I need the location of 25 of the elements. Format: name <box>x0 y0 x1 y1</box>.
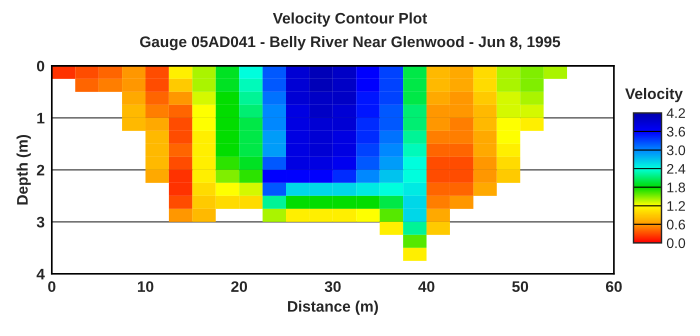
color-bar-label: 1.2 <box>667 201 685 211</box>
y-tick-label: 4 <box>36 268 45 280</box>
color-bar-label: 1.8 <box>667 182 686 192</box>
y-tick-label: 0 <box>36 60 44 72</box>
x-tick-label: 20 <box>231 281 248 292</box>
color-bar-label: 2.4 <box>667 164 686 174</box>
chart-subtitle: Gauge 05AD041 - Belly River Near Glenwood - Jun 8, 1995 <box>140 36 560 50</box>
color-bar-label: 3.6 <box>666 126 686 137</box>
x-tick-label: 40 <box>418 281 434 292</box>
y-axis-title: Depth (m) <box>16 134 31 204</box>
x-tick-label: 50 <box>512 281 528 292</box>
x-axis-title: Distance (m) <box>288 300 378 315</box>
y-tick-label: 2 <box>36 164 44 176</box>
x-tick-label: 10 <box>138 281 154 292</box>
color-bar-label: 4.2 <box>666 108 685 118</box>
color-bar-label: 0.6 <box>666 220 686 230</box>
x-tick-label: 30 <box>324 281 341 292</box>
color-bar-title: Velocity <box>625 88 683 102</box>
x-tick-label: 60 <box>606 281 622 292</box>
x-tick-label: 0 <box>48 281 56 292</box>
y-tick-label: 1 <box>37 112 44 124</box>
y-tick-label: 3 <box>36 216 44 228</box>
color-bar-label: 0.0 <box>666 238 686 248</box>
color-bar-label: 3.0 <box>666 145 686 156</box>
chart-title: Velocity Contour Plot <box>272 12 428 27</box>
